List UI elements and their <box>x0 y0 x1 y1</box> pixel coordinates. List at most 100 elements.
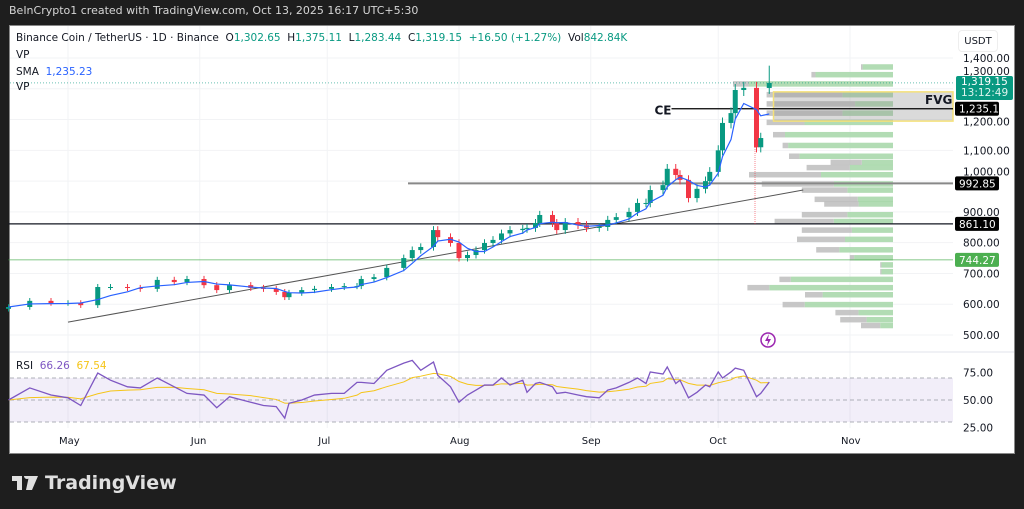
lightning-icon[interactable] <box>760 332 776 348</box>
candle-body[interactable] <box>605 219 611 227</box>
candle-body[interactable] <box>125 287 130 289</box>
candle-body[interactable] <box>507 230 513 234</box>
candle-body[interactable] <box>384 267 390 278</box>
candle-body[interactable] <box>550 214 555 223</box>
candle-body[interactable] <box>299 290 305 293</box>
volume-profile-down-bar <box>805 292 823 298</box>
volume-profile-down-bar <box>849 255 855 261</box>
candle-body[interactable] <box>401 258 407 268</box>
candle-body[interactable] <box>108 287 113 289</box>
ce-label: CE <box>655 104 672 118</box>
candle-body[interactable] <box>741 87 747 91</box>
candle-body[interactable] <box>664 168 670 186</box>
candle-body[interactable] <box>137 287 143 289</box>
candle-body[interactable] <box>48 300 54 304</box>
candle-body[interactable] <box>431 230 436 247</box>
price-axis-label: 1,100.00 <box>963 145 1010 157</box>
candle-body[interactable] <box>435 230 441 238</box>
candle-body[interactable] <box>533 222 538 228</box>
volume-profile-up-bar <box>804 119 893 126</box>
candle-body[interactable] <box>490 239 496 243</box>
volume-profile-down-bar <box>824 201 859 207</box>
sma-value: 1,235.23 <box>45 66 93 78</box>
candle-body[interactable] <box>282 291 288 298</box>
volume-profile-down-bar <box>747 284 770 291</box>
candle-body[interactable] <box>371 277 377 280</box>
candle-body[interactable] <box>171 279 177 283</box>
candle-body[interactable] <box>312 288 317 291</box>
candle-body[interactable] <box>154 279 160 289</box>
time-axis-label: Sep <box>582 436 601 447</box>
volume-profile-down-bar <box>766 119 805 126</box>
candle-body[interactable] <box>596 226 602 228</box>
candle-body[interactable] <box>766 82 772 88</box>
candle-body[interactable] <box>273 288 279 292</box>
rsi-label: RSI <box>16 360 34 372</box>
price-axis-label: 1,300.00 <box>963 66 1010 78</box>
candle-body[interactable] <box>703 181 708 189</box>
candle-body[interactable] <box>456 242 462 259</box>
trendline[interactable] <box>67 189 804 323</box>
candle-body[interactable] <box>758 138 764 148</box>
volume-profile-down-bar <box>816 247 840 253</box>
volume-profile-up-bar <box>790 276 893 283</box>
candle-body[interactable] <box>214 285 220 291</box>
candle-body[interactable] <box>673 168 679 175</box>
candle-body[interactable] <box>613 217 619 220</box>
candle-body[interactable] <box>227 285 232 291</box>
candle-body[interactable] <box>575 222 581 226</box>
candle-body[interactable] <box>635 202 640 212</box>
last-price: 1,319.15 <box>961 76 1008 88</box>
candle-body[interactable] <box>626 211 632 218</box>
volume-profile-up-bar <box>857 196 893 203</box>
candle-body[interactable] <box>448 237 453 243</box>
candle-body[interactable] <box>524 227 530 229</box>
candle-body[interactable] <box>660 185 666 191</box>
volume-profile-up-bar <box>858 201 893 207</box>
candle-body[interactable] <box>95 287 101 306</box>
candle-body[interactable] <box>6 307 11 309</box>
candle-body[interactable] <box>720 122 725 151</box>
candle-body[interactable] <box>473 250 479 255</box>
volume-profile-down-bar <box>835 309 859 316</box>
candle-body[interactable] <box>562 222 568 231</box>
candle-body[interactable] <box>728 113 734 123</box>
rsi-indicator[interactable]: RSI 66.26 67.54 <box>16 360 107 372</box>
candle-body[interactable] <box>554 222 560 231</box>
candle-body[interactable] <box>409 250 415 259</box>
price-axis-label: 900.00 <box>963 207 1000 219</box>
candle-body[interactable] <box>341 286 347 288</box>
candle-body[interactable] <box>286 292 292 298</box>
currency-selector[interactable]: USDT <box>958 30 998 52</box>
volume-profile-up-bar <box>881 268 893 275</box>
candle-body[interactable] <box>686 179 691 199</box>
candle-body[interactable] <box>520 228 526 231</box>
candle-body[interactable] <box>647 190 653 203</box>
candle-body[interactable] <box>418 246 424 251</box>
candle-body[interactable] <box>358 279 364 287</box>
candle-body[interactable] <box>465 254 470 259</box>
volume-profile-up-bar <box>842 91 893 98</box>
candle-body[interactable] <box>643 202 649 204</box>
volume-profile-down-bar <box>774 218 834 225</box>
tradingview-logo[interactable]: TradingView <box>12 472 177 494</box>
candle-body[interactable] <box>537 214 543 223</box>
candle-body[interactable] <box>78 303 84 306</box>
symbol-name[interactable]: Binance Coin / TetherUS · 1D · Binance <box>16 32 219 44</box>
candle-body[interactable] <box>715 150 721 172</box>
candle-body[interactable] <box>707 171 713 182</box>
candle-body[interactable] <box>482 242 487 251</box>
candle-body[interactable] <box>329 287 334 289</box>
fvg-zone[interactable] <box>772 91 954 122</box>
candle-body[interactable] <box>754 87 759 148</box>
candle-body[interactable] <box>499 233 504 240</box>
candle-body[interactable] <box>732 90 738 114</box>
candle-body[interactable] <box>694 188 700 199</box>
vp-indicator-2[interactable]: VP <box>16 81 30 93</box>
candle-body[interactable] <box>184 279 190 283</box>
vp-indicator-1[interactable]: VP <box>16 49 30 61</box>
time-axis-label: May <box>59 436 80 447</box>
sma-indicator[interactable]: SMA 1,235.23 <box>16 66 92 78</box>
volume-profile-up-bar <box>851 227 893 233</box>
